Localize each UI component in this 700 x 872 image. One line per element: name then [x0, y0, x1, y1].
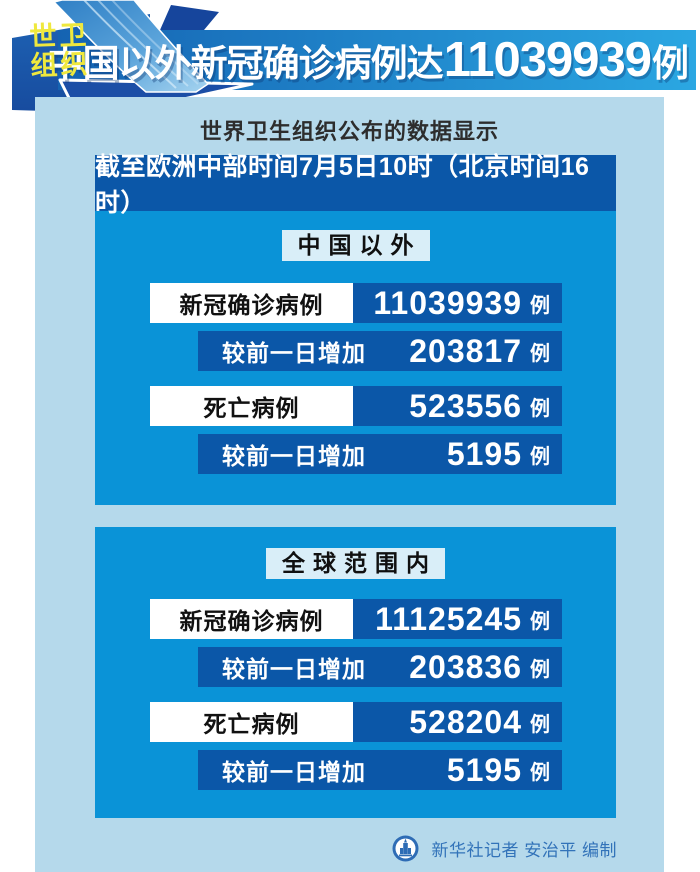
- stat-unit: 例: [530, 658, 550, 681]
- stat-label: 死亡病例: [150, 386, 353, 426]
- stat-value-box: 203817 例: [366, 331, 562, 371]
- content-panel: 世界卫生组织公布的数据显示 截至欧洲中部时间7月5日10时（北京时间16时） 中…: [35, 97, 664, 872]
- stat-row-daily-increase: 较前一日增加 203836 例: [198, 647, 562, 687]
- stat-row-daily-increase: 较前一日增加 203817 例: [198, 331, 562, 371]
- stat-row-daily-increase: 较前一日增加 5195 例: [198, 434, 562, 474]
- credit-text: 新华社记者 安治平 编制: [431, 841, 617, 860]
- stat-value-box: 5195 例: [366, 434, 562, 474]
- stat-value-box: 5195 例: [366, 750, 562, 790]
- stat-value-box: 11039939 例: [353, 283, 562, 323]
- card-badge: 全球范围内: [266, 548, 445, 579]
- headline-unit: 例: [652, 43, 689, 84]
- stat-value: 203817: [409, 332, 522, 369]
- who-ribbon-line2: 组织: [29, 48, 91, 82]
- stat-unit: 例: [530, 610, 550, 633]
- stat-value: 203836: [409, 648, 522, 685]
- card-outside-china: 截至欧洲中部时间7月5日10时（北京时间16时） 中国以外 新冠确诊病例 110…: [95, 153, 616, 505]
- xinhua-emblem-icon: [392, 835, 419, 862]
- stat-label: 新冠确诊病例: [150, 599, 353, 639]
- stat-value: 11125245: [375, 600, 522, 637]
- time-banner: 截至欧洲中部时间7月5日10时（北京时间16时）: [95, 153, 616, 217]
- stat-unit: 例: [530, 294, 550, 317]
- stat-unit: 例: [530, 342, 550, 365]
- stat-value: 5195: [446, 751, 522, 788]
- headline-number: 11039939: [443, 33, 652, 87]
- intro-text: 世界卫生组织公布的数据显示: [199, 119, 499, 144]
- stat-row-deaths: 死亡病例 528204 例: [150, 702, 562, 742]
- stat-value-box: 11125245 例: [353, 599, 562, 639]
- stat-unit: 例: [530, 445, 550, 468]
- stat-value: 5195: [446, 435, 522, 472]
- stat-value-box: 523556 例: [353, 386, 562, 426]
- stat-row-confirmed: 新冠确诊病例 11039939 例: [150, 283, 562, 323]
- who-ribbon-label: 世卫 组织: [28, 19, 91, 82]
- stat-rows: 新冠确诊病例 11039939 例 较前一日增加 203817 例 死亡病例: [95, 283, 616, 474]
- stat-label: 较前一日增加: [222, 759, 366, 785]
- stat-row-confirmed: 新冠确诊病例 11125245 例: [150, 599, 562, 639]
- stat-row-daily-increase: 较前一日增加 5195 例: [198, 750, 562, 790]
- stat-label: 较前一日增加: [222, 656, 366, 682]
- stat-row-deaths: 死亡病例 523556 例: [150, 386, 562, 426]
- stat-unit: 例: [530, 397, 550, 420]
- headline: 中国以外新冠确诊病例达 11039939 例: [47, 30, 689, 90]
- stat-value: 528204: [409, 703, 522, 740]
- stat-value-box: 528204 例: [353, 702, 562, 742]
- stat-label: 死亡病例: [150, 702, 353, 742]
- stat-rows: 新冠确诊病例 11125245 例 较前一日增加 203836 例 死亡病例: [95, 599, 616, 790]
- stat-label: 较前一日增加: [222, 340, 366, 366]
- stat-value-box: 203836 例: [366, 647, 562, 687]
- stat-unit: 例: [530, 713, 550, 736]
- stat-value: 523556: [409, 387, 522, 424]
- stat-unit: 例: [530, 761, 550, 784]
- who-ribbon-line1: 世卫: [28, 19, 90, 53]
- card-worldwide: 全球范围内 新冠确诊病例 11125245 例 较前一日增加 203836 例: [95, 527, 616, 818]
- stat-value: 11039939: [373, 284, 522, 321]
- stat-label: 较前一日增加: [222, 443, 366, 469]
- footer: 新华社记者 安治平 编制: [392, 835, 617, 862]
- stat-label: 新冠确诊病例: [150, 283, 353, 323]
- header-ribbon-graphic: [12, 0, 696, 114]
- card-badge: 中国以外: [281, 230, 430, 261]
- headline-text: 中国以外新冠确诊病例达: [46, 43, 444, 84]
